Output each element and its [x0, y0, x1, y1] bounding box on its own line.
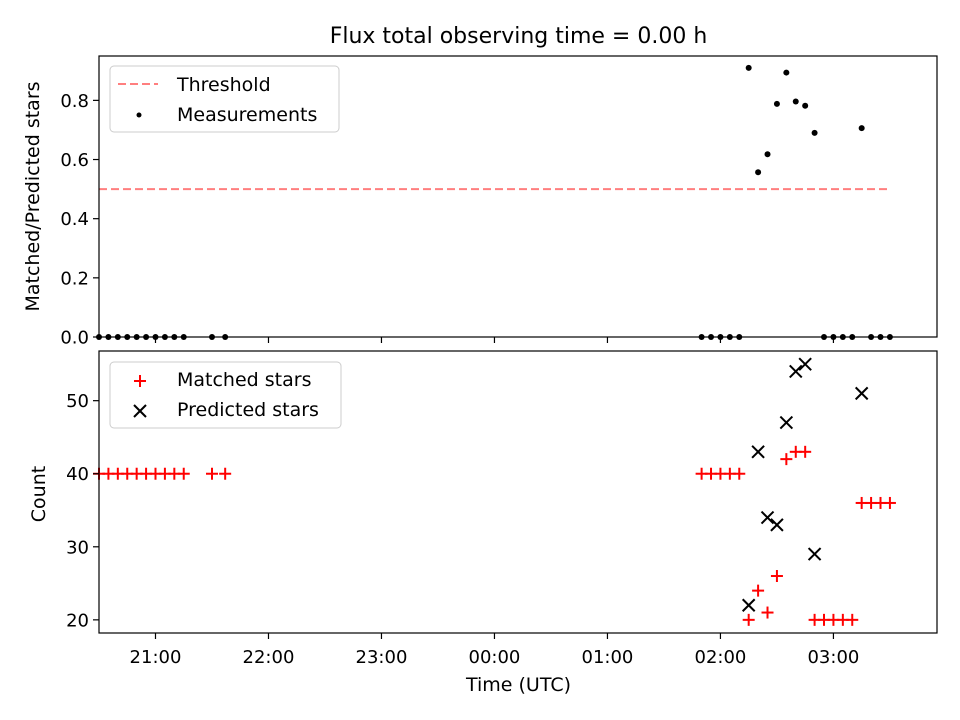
x-tick-label: 22:00: [243, 647, 295, 668]
measurement-point: [773, 100, 780, 107]
bottom-y-tick-label: 20: [66, 610, 89, 631]
bottom-plot-frame: [98, 350, 938, 634]
x-tick-label: 23:00: [356, 647, 408, 668]
matched-star-point: [733, 467, 746, 480]
predicted-star-point: [854, 386, 869, 401]
predicted-star-point: [789, 364, 803, 379]
measurement-point: [745, 64, 752, 71]
matched-star-point: [846, 613, 859, 626]
top-y-tick-label: 0.8: [60, 91, 89, 112]
x-axis-label: Time (UTC): [465, 674, 571, 696]
x-tick-label: 01:00: [582, 647, 634, 668]
measurement-point: [783, 69, 790, 76]
bottom-legend-box: [109, 361, 342, 429]
top-y-tick-label: 0.2: [60, 268, 89, 289]
bottom-panel: 21:00 22:00 23:00 00:00 01:00 02:00 03:00 20 30 4…: [28, 350, 938, 696]
top-y-tick-label: 0.4: [60, 209, 89, 230]
matched-star-point: [219, 467, 232, 480]
bottom-y-axis-label: Count: [28, 466, 50, 522]
matched-star-point: [770, 570, 783, 583]
top-plot-frame: [98, 55, 938, 338]
predicted-legend-swatch: [133, 404, 147, 418]
measurement-point: [764, 151, 771, 158]
bottom-y-tick-label: 30: [66, 537, 89, 558]
measurements-legend-label: Measurements: [177, 104, 317, 126]
matched-legend-swatch: [134, 375, 146, 387]
predicted-star-point: [760, 510, 775, 525]
x-tick-label: 03:00: [807, 647, 859, 668]
top-chart-title: Flux total observing time = 0.00 h: [330, 24, 708, 49]
predicted-legend-label: Predicted stars: [177, 399, 319, 421]
predicted-star-point: [779, 415, 794, 430]
predicted-star-point: [770, 518, 784, 532]
top-y-tick-label: 0.6: [60, 150, 89, 171]
predicted-star-point: [807, 547, 822, 561]
matched-star-point: [177, 467, 190, 480]
measurement-point: [792, 98, 799, 105]
top-legend: Threshold Measurements: [109, 65, 340, 133]
bottom-y-tick-label: 40: [66, 464, 89, 485]
predicted-star-point: [741, 598, 756, 612]
top-y-axis-label: Matched/Predicted stars: [22, 81, 44, 311]
x-tick-label: 21:00: [130, 647, 182, 668]
bottom-y-tick-label: 50: [66, 391, 89, 412]
measurement-point: [858, 125, 865, 132]
matched-legend-label: Matched stars: [177, 369, 311, 391]
x-tick-label: 02:00: [695, 647, 747, 668]
matched-star-point: [780, 453, 793, 466]
bottom-legend: Matched stars Predicted stars: [109, 361, 342, 429]
measurement-point: [811, 129, 818, 136]
measurement-point: [755, 169, 762, 176]
predicted-star-point: [751, 445, 765, 459]
measurements-legend-swatch: [136, 112, 142, 118]
matched-star-point: [742, 613, 755, 626]
matched-star-point: [883, 496, 896, 509]
matched-star-point: [752, 584, 765, 597]
top-y-tick-label: 0.0: [60, 328, 89, 349]
x-tick-label: 00:00: [469, 647, 521, 668]
measurement-point: [802, 102, 809, 109]
top-legend-box: [109, 65, 340, 133]
top-panel: 0.00.20.40.60.8 Matched/Predicted stars …: [22, 55, 938, 349]
matched-star-point: [205, 467, 218, 480]
matched-star-point: [761, 606, 774, 619]
threshold-legend-label: Threshold: [176, 74, 271, 96]
matched-star-point: [799, 445, 812, 458]
predicted-star-point: [798, 357, 812, 371]
